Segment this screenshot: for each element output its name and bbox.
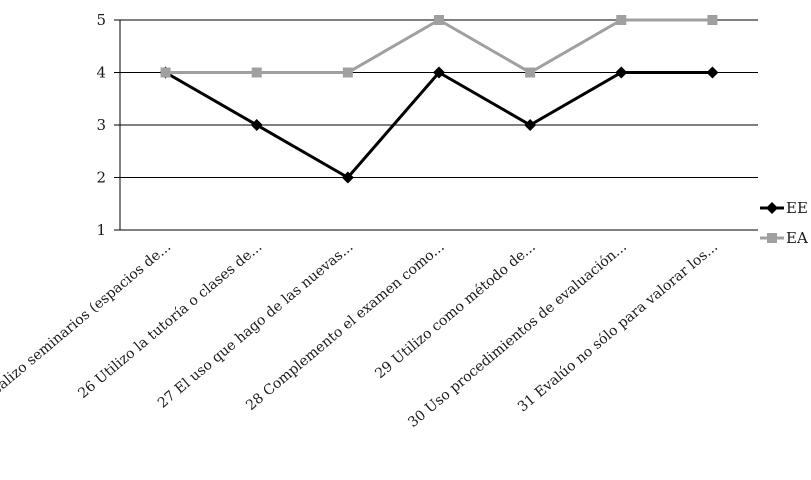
y-tick-label: 2: [96, 169, 106, 187]
y-tick-label: 3: [96, 116, 106, 134]
data-point-ea: [616, 15, 627, 25]
series-lines: [159, 15, 719, 184]
gridlines: [120, 19, 758, 231]
y-axis: 1 2 3 4 5: [96, 11, 121, 239]
data-point-ee: [433, 66, 445, 79]
data-point-ea: [342, 67, 353, 78]
y-tick-label: 4: [96, 64, 106, 82]
y-tick-label: 5: [96, 11, 106, 29]
x-tick-label: 31 Evalúo no sólo para valorar los...: [515, 239, 721, 416]
legend-marker-ee: [766, 202, 778, 214]
x-tick-label: 27 El uso que hago de las nuevas...: [155, 239, 357, 412]
x-tick-label: 28 Complemento el examen como...: [243, 239, 447, 414]
series-line-ea: [165, 18, 713, 75]
data-point-ee: [524, 119, 537, 131]
data-point-ea: [434, 15, 444, 25]
x-tick-label: 26 Utilizo la tutoría o clases de...: [75, 239, 265, 402]
data-point-ea: [707, 15, 718, 25]
x-axis-labels: 24 Realizo seminarios (espacios de...26 …: [0, 239, 721, 431]
legend: EE EA: [760, 199, 808, 247]
data-point-ee: [250, 119, 263, 131]
legend-marker-ea: [767, 233, 777, 243]
data-point-ea: [160, 67, 171, 78]
data-point-ea: [251, 67, 262, 78]
data-point-ea: [525, 67, 536, 78]
y-tick-label: 1: [96, 221, 106, 239]
data-point-ee: [615, 66, 628, 79]
data-point-ee: [341, 171, 354, 184]
x-tick-label: 29 Utilizo como método de...: [372, 239, 538, 382]
legend-label-ee: EE: [786, 199, 808, 217]
legend-label-ea: EA: [786, 229, 808, 247]
data-point-ee: [706, 66, 719, 79]
